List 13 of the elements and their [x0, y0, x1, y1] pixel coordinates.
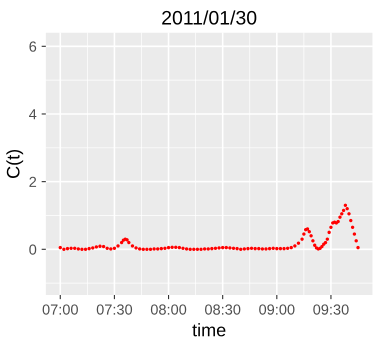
x-tick-label: 09:30 [313, 304, 349, 315]
x-tick-label: 07:00 [42, 304, 78, 315]
y-axis-title: C(t) [6, 150, 24, 178]
x-axis-title: time [192, 323, 226, 336]
x-tick-label: 07:30 [96, 304, 132, 315]
x-tick-label: 08:00 [150, 304, 186, 315]
y-tick-label: 4 [29, 109, 36, 120]
y-tick-label: 2 [29, 176, 36, 187]
x-tick-label: 09:00 [259, 304, 294, 315]
y-tick-label: 6 [29, 41, 36, 52]
chart-title: 2011/01/30 [162, 10, 256, 25]
y-tick-label: 0 [29, 244, 36, 255]
x-tick-label: 08:30 [205, 304, 240, 315]
